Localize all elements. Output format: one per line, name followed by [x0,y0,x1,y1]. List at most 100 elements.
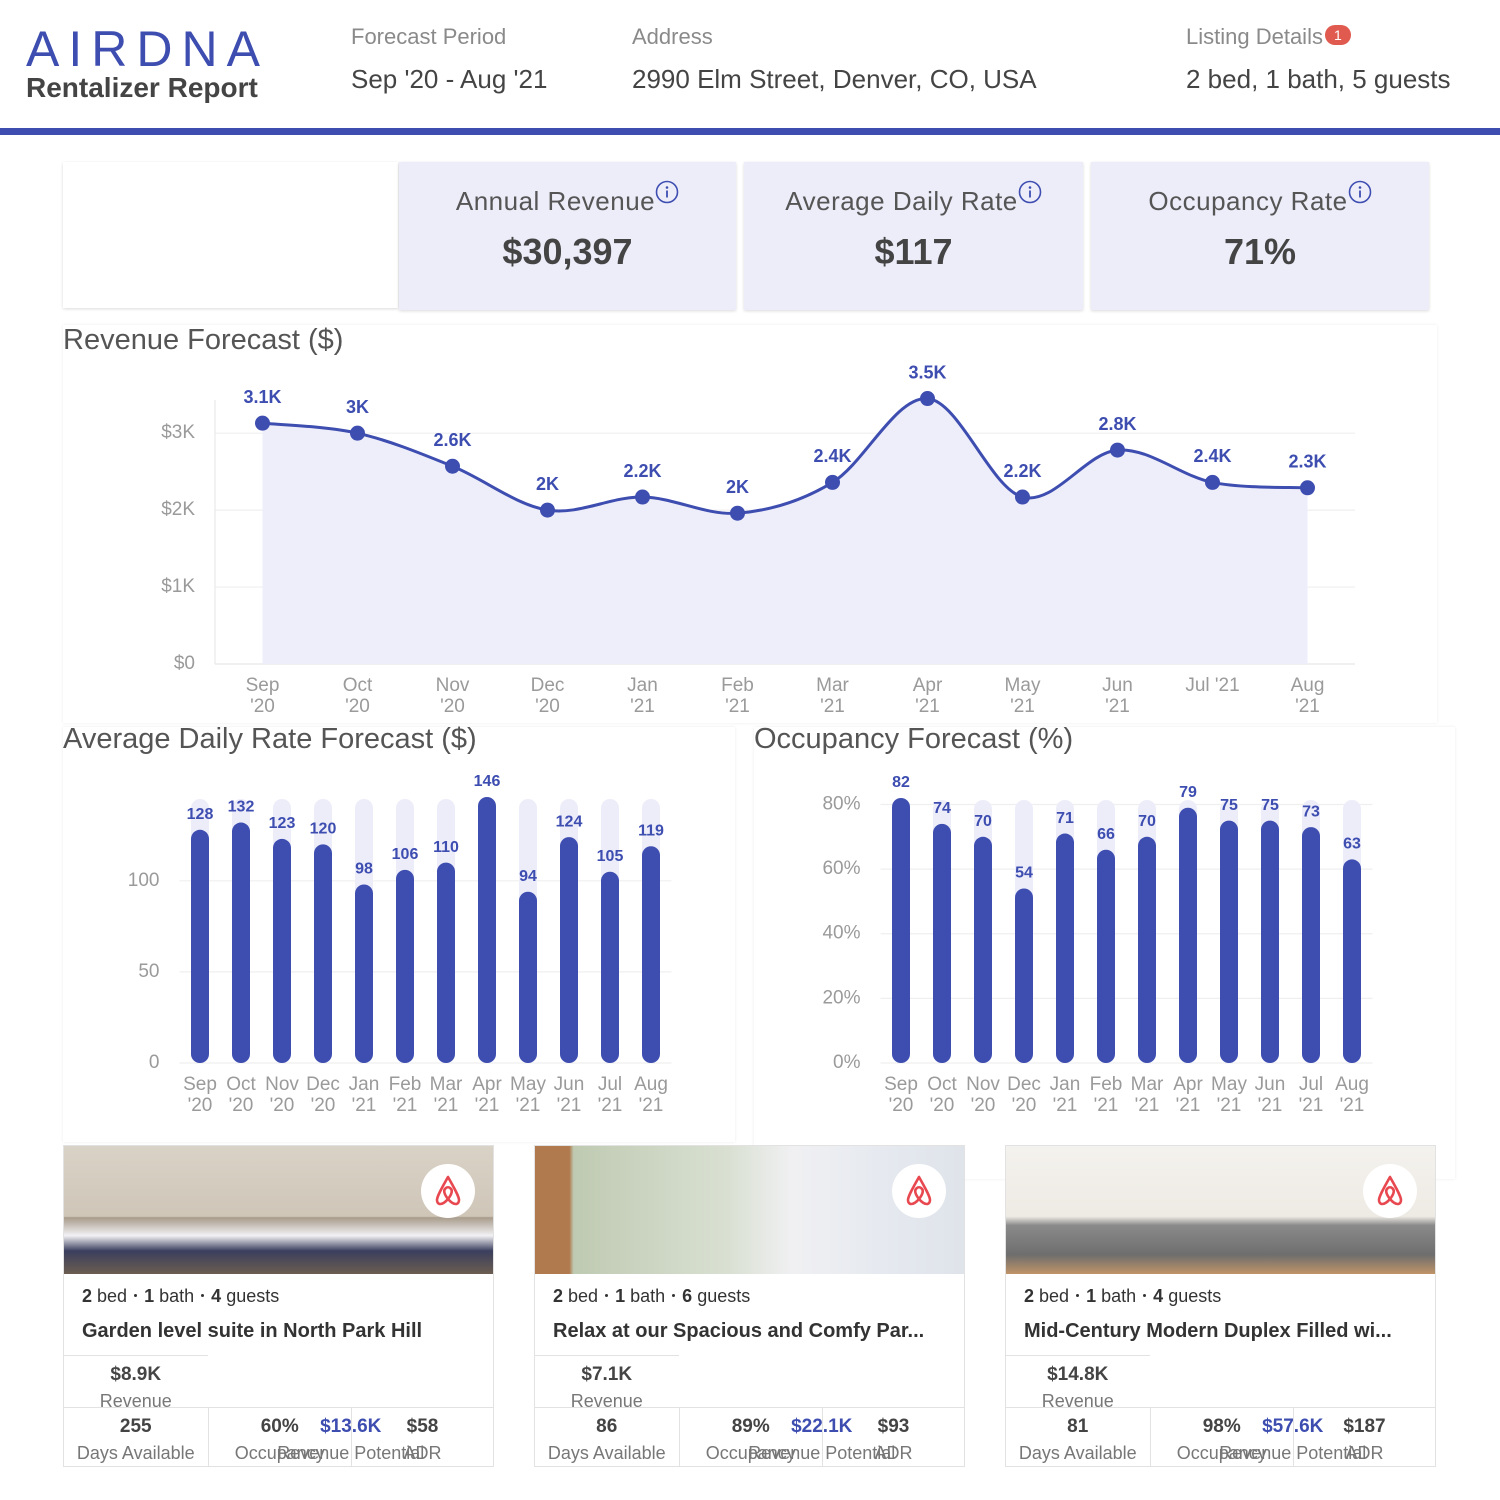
detail-value: 2 [553,1286,564,1306]
listing-title: Relax at our Spacious and Comfy Par... [553,1320,925,1342]
listing-card[interactable]: 2 bed 1 bath 6 guests Relax at our Spacious… [534,1145,965,1467]
field-label-group: Listing Details 1 [1186,24,1351,50]
info-icon[interactable] [1348,180,1372,204]
stat-label: Revenue Potential [748,1443,896,1463]
airbnb-badge [1363,1164,1417,1218]
stat-label: Days Available [1018,1443,1137,1463]
value-label: 2.3K [1288,452,1326,472]
stat-cell: $58 ADR [351,1407,493,1466]
stat-value: $57.6K [1262,1416,1324,1437]
bar [892,798,910,1063]
bar [933,823,951,1063]
field-label: Forecast Period [351,24,507,49]
stat-cell: $93 ADR [822,1407,964,1466]
stat-label: Revenue Potential [277,1443,425,1463]
bar [314,844,332,1063]
stat-label: Occupancy [1176,1443,1267,1463]
bar [1220,820,1238,1063]
bar [437,862,455,1063]
stat-label: Revenue [570,1391,643,1411]
stat-value: $22.1K [791,1416,853,1437]
bar [560,837,578,1063]
listing-image [1006,1146,1435,1274]
x-tick-label: Feb '21 [388,1074,422,1116]
listing-title: Garden level suite in North Park Hill [82,1320,423,1342]
header-rule [0,128,1500,135]
stat-label: Occupancy [234,1443,325,1463]
x-tick-label: Jun '21 [553,1074,585,1116]
stat-value: $13.6K [320,1416,382,1437]
detail-value: 4 [1153,1286,1164,1306]
x-tick-label: Jan '21 [348,1074,380,1116]
value-label: 146 [474,773,501,790]
x-tick-label: May '21 [1211,1074,1247,1116]
kpi-value: $117 [874,231,953,272]
value-label: 2.2K [623,461,661,481]
bar [191,829,209,1063]
x-tick-label: Jan '21 [1049,1074,1081,1116]
listing-card[interactable]: 2 bed 1 bath 4 guests Garden level suite in… [63,1145,494,1467]
value-label: 128 [187,806,214,823]
bar [974,836,992,1063]
detail-unit: guests [1168,1286,1222,1306]
field-label: Listing Details [1186,24,1323,49]
x-tick-label: Feb '21 [1089,1074,1123,1116]
bar [273,838,291,1063]
listing-details: 2 bed 1 bath 4 guests [82,1286,279,1307]
stat-value: $93 [877,1416,910,1437]
kpi-value: 71% [1223,231,1297,272]
stat-value: 98% [1202,1416,1241,1437]
bar [519,891,537,1063]
point [1110,442,1125,458]
detail-value: 1 [1086,1286,1097,1306]
value-label: 98 [355,861,373,878]
x-tick-label: Oct '20 [342,675,373,717]
bar [1056,833,1074,1063]
kpi-label: Average Daily Rate [785,186,1018,216]
x-tick-label: Sep '20 [245,675,280,717]
field-value: 2 bed, 1 bath, 5 guests [1186,64,1451,94]
stat-value: $58 [406,1416,439,1437]
bar [396,869,414,1063]
stat-value: 255 [119,1416,152,1437]
stat-cell: 255 Days Available [64,1407,208,1466]
value-label: 75 [1261,797,1279,814]
x-tick-label: Jun '21 [1254,1074,1286,1116]
kpi-label-row: Occupancy Rate [1091,180,1429,217]
info-icon[interactable] [655,180,679,204]
x-tick-label: Aug '21 [1290,675,1325,717]
value-label: 54 [1015,865,1033,882]
y-tick-label: $1K [161,576,195,597]
x-tick-label: Aug '21 [1335,1074,1369,1116]
y-tick-label: $3K [161,422,195,443]
value-label: 123 [269,815,296,832]
x-tick-label: May '21 [510,1074,546,1116]
listing-card[interactable]: 2 bed 1 bath 4 guests Mid-Century Modern Du… [1005,1145,1436,1467]
listing-details: 2 bed 1 bath 6 guests [553,1286,750,1307]
stat-value: $187 [1343,1416,1386,1437]
x-tick-label: Dec '20 [306,1074,340,1116]
y-tick-label: $0 [174,653,195,674]
stat-cell: $187 ADR [1293,1407,1435,1466]
separator-dot [1143,1294,1147,1297]
stat-value: 60% [260,1416,299,1437]
stat-label: Revenue Potential [1219,1443,1367,1463]
point [1205,474,1220,490]
listing-details: 2 bed 1 bath 4 guests [1024,1286,1221,1307]
value-label: 106 [392,846,419,863]
kpi-label-row: Average Daily Rate [744,180,1083,217]
detail-unit: bed [1039,1286,1070,1306]
stat-cell: $8.9K Revenue [64,1355,208,1411]
listing-image [535,1146,964,1274]
x-tick-label: May '21 [1004,675,1041,717]
badge: 1 [1324,25,1351,45]
x-tick-label: Jan '21 [627,675,658,717]
stat-label: Days Available [547,1443,666,1463]
stat-value: $7.1K [581,1364,633,1385]
value-label: 124 [556,813,583,830]
stat-cell: $14.8K Revenue [1006,1355,1150,1411]
info-icon[interactable] [1018,180,1042,204]
value-label: 94 [519,868,537,885]
x-tick-label: Dec '20 [1007,1074,1041,1116]
